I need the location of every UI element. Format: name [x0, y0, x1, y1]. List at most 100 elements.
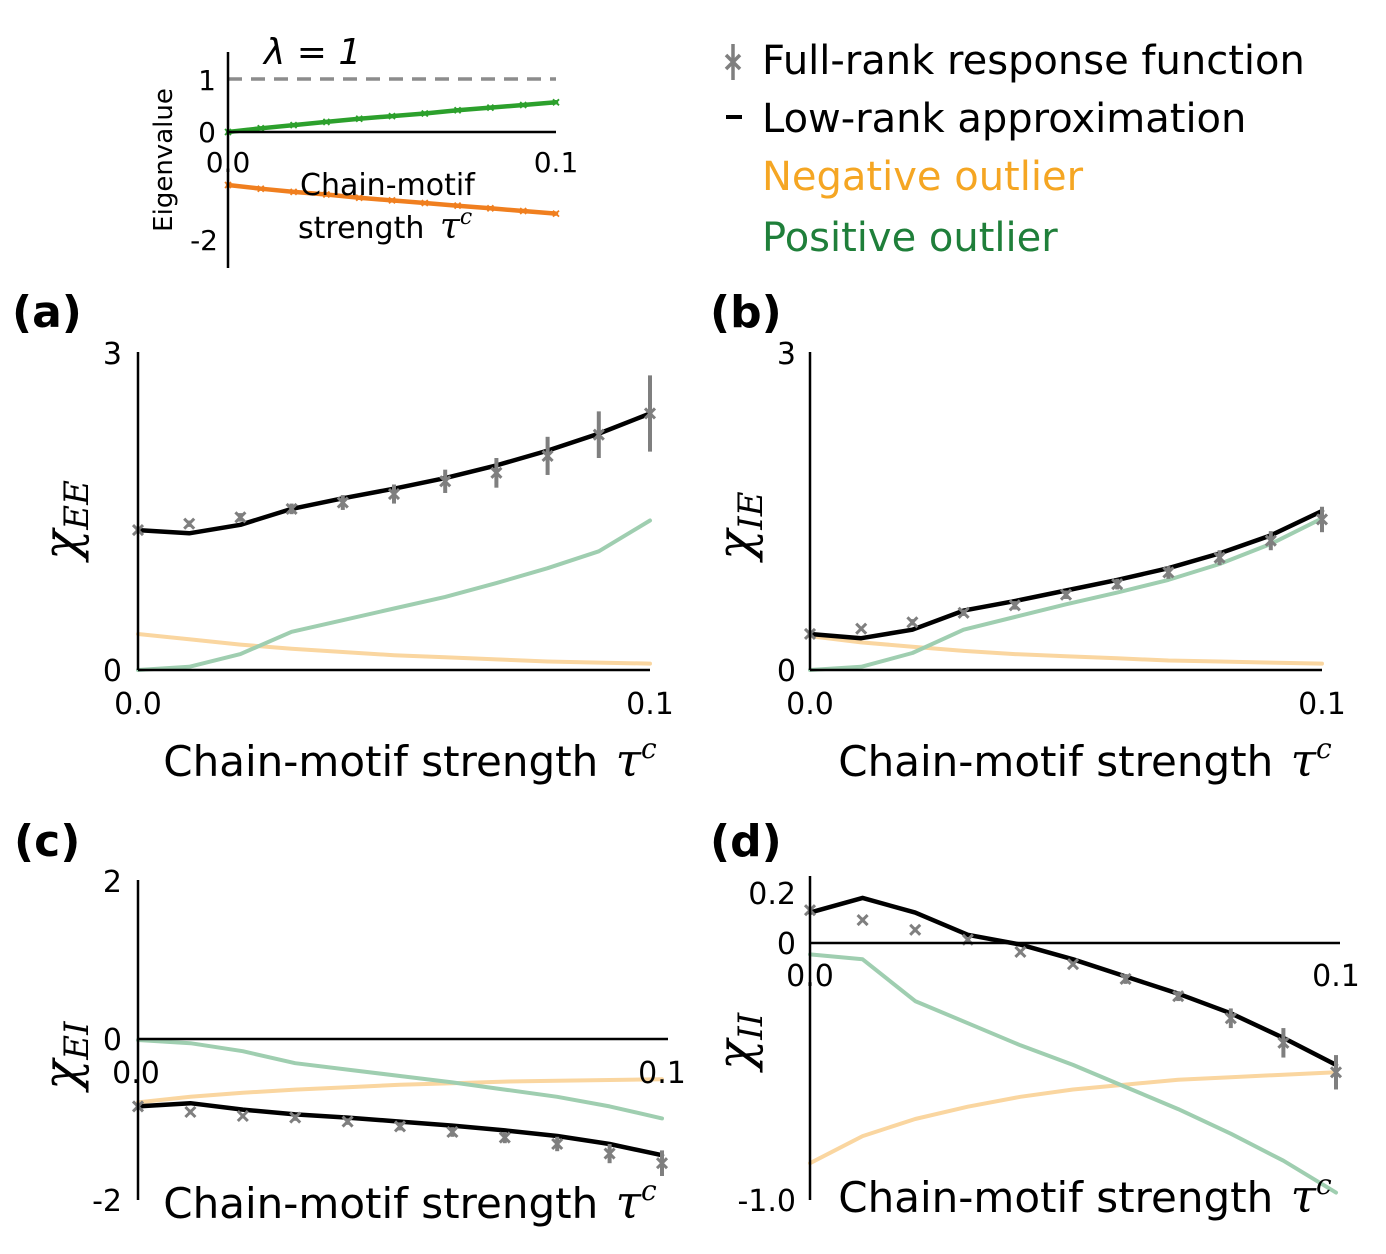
panel-a-ylabel: χEE [32, 480, 97, 563]
panel-a-label: (a) [12, 287, 82, 338]
panel-c-full-rank-point-1 [184, 1105, 197, 1119]
panel-c-xlabel: Chain-motif strength τc [163, 1174, 657, 1229]
inset-positive-outlier-point-9-stroke2 [519, 101, 527, 109]
panel-a-xlabel: Chain-motif strength τc [163, 732, 657, 787]
panel-a-full-rank-point-8 [541, 449, 554, 462]
panel-a-full-rank-point-1-stroke2 [183, 517, 196, 530]
inset-negative-outlier-point-3-stroke2 [322, 190, 331, 199]
inset-xlabel-tau-sup: c [460, 205, 472, 230]
panel-d-positive-outlier-line [808, 952, 1338, 1195]
panel-b-xlabel-tau: τ [1291, 733, 1318, 787]
panel-b-full-rank-point-9 [1264, 534, 1277, 547]
legend-full-rank-label: Full-rank response function [762, 38, 1305, 84]
panel-a-full-rank-point-7 [490, 466, 503, 479]
panel-b-full-rank-point-4 [1008, 599, 1021, 612]
panel-a-ytick-zero: 0 [103, 654, 122, 689]
legend: Full-rank response function Low-rank app… [724, 38, 1305, 261]
inset-ytick-1: 1 [198, 64, 216, 97]
panel-b-full-rank-point-8 [1213, 551, 1226, 564]
inset-xtick-0: 0.0 [206, 146, 251, 179]
legend-low-rank-label: Low-rank approximation [762, 96, 1246, 142]
inset-positive-outlier-point-10 [552, 98, 560, 106]
panel-d-full-rank-point-1 [856, 913, 869, 927]
panel-a-full-rank-point-8-stroke2 [541, 449, 554, 462]
inset-positive-outlier-point-9 [519, 101, 527, 109]
panel-c-full-rank-point-3 [289, 1111, 302, 1124]
panel-c-ylabel: χEI [32, 1021, 97, 1093]
panel-b-full-rank-point-3-stroke2 [957, 606, 970, 619]
panel-d-full-rank-point-8-stroke2 [1224, 1012, 1237, 1025]
panel-c-full-rank-point-9-stroke2 [603, 1147, 616, 1160]
panel-d-full-rank-point-2-stroke2 [909, 923, 922, 936]
panel-c-ylabel-chi: χ [32, 1057, 90, 1093]
panel-b-full-rank-point-7 [1162, 566, 1175, 579]
panel-c-full-rank-point-3-stroke2 [289, 1111, 302, 1124]
panel-a-full-rank-point-4-stroke2 [336, 496, 349, 509]
panel-c-ytick-zero: 0 [103, 1023, 122, 1058]
panel-d-full-rank-point-9-stroke2 [1277, 1036, 1290, 1049]
panel-c-full-rank-point-4 [341, 1115, 354, 1128]
panel-a-full-rank-point-9-stroke2 [592, 428, 605, 441]
panel-d-ytick-top: 0.2 [748, 877, 796, 912]
panel-d-xlabel-tau: τ [1291, 1169, 1318, 1223]
panel-d-full-rank-point-6 [1119, 972, 1132, 986]
panel-c-xlabel-tau-sup: c [641, 1174, 657, 1207]
panel-d-full-rank-point-4 [1014, 945, 1027, 959]
panel-a-full-rank-point-10 [643, 407, 657, 420]
panel-a-xtick-01: 0.1 [626, 687, 674, 722]
panel-d-ytick-zero: 0 [777, 927, 796, 962]
inset-positive-outlier-point-5-stroke2 [388, 112, 396, 120]
inset-negative-outlier-point-9-stroke2 [519, 207, 527, 215]
panel-a-xlabel-tau-sup: c [641, 732, 657, 765]
panel-d-full-rank-point-4-stroke2 [1014, 945, 1027, 959]
panel-b-positive-outlier-line [808, 516, 1324, 672]
panel-d-low-rank-line [807, 895, 1339, 1068]
panel-d-full-rank-point-9 [1277, 1036, 1290, 1049]
panel-b-ylabel-sub: IE [731, 491, 771, 530]
inset-positive-outlier-point-8 [486, 103, 495, 112]
panel-b-full-rank-point-10-stroke2 [1315, 513, 1329, 526]
panel-d-full-rank-point-7 [1172, 990, 1185, 1003]
panel-b-low-rank-line [807, 508, 1325, 641]
panel-d-ytick-bottom: -1.0 [737, 1184, 796, 1219]
panel-a-ylabel-sub: EE [57, 480, 97, 531]
panel-c-full-rank-point-4-stroke2 [341, 1115, 354, 1128]
panel-b-ylabel-chi: χ [706, 527, 764, 563]
inset-negative-outlier-point-10-stroke2 [552, 209, 560, 218]
inset-positive-outlier-point-3 [322, 118, 331, 126]
panel-b-full-rank-point-2-stroke2 [906, 616, 919, 629]
panel-d: (d) 0.2 0 -1.0 0.0 0.1 χII Chain-motif s… [706, 816, 1360, 1223]
inset-negative-outlier-point-6-stroke2 [421, 199, 429, 207]
inset-lambda-label: λ = 1 [262, 32, 361, 73]
inset-negative-outlier-point-8-stroke2 [486, 204, 495, 212]
panel-c-low-rank-line [135, 1100, 665, 1158]
inset-negative-outlier-point-5-stroke2 [388, 196, 396, 205]
panel-a-xlabel-text: Chain-motif strength [163, 737, 598, 786]
inset-negative-outlier-point-10 [552, 209, 560, 218]
inset-xlabel-strength: strength [298, 211, 424, 246]
inset-negative-outlier-point-7-stroke2 [453, 202, 462, 210]
panel-b-xtick-0: 0.0 [786, 687, 834, 722]
panel-b-full-rank-point-1-stroke2 [855, 622, 868, 635]
panel-a-full-rank-point-2 [234, 511, 247, 524]
panel-c-negative-outlier-line [136, 1077, 664, 1105]
panel-d-ylabel-chi: χ [706, 1037, 764, 1073]
panel-a-xtick-0: 0.0 [114, 687, 162, 722]
panel-c-full-rank-point-5-stroke2 [393, 1120, 407, 1133]
inset-xtick-01: 0.1 [534, 146, 579, 179]
panel-d-ylabel: χII [706, 1012, 771, 1073]
panel-b-xlabel-text: Chain-motif strength [838, 737, 1273, 786]
inset-positive-outlier-point-2 [289, 121, 298, 129]
panel-d-xlabel-text: Chain-motif strength [838, 1173, 1273, 1222]
inset-negative-outlier-point-9 [519, 207, 527, 215]
inset-negative-outlier-point-7 [453, 202, 462, 210]
panel-a-full-rank-point-2-stroke2 [234, 511, 247, 524]
legend-positive-label: Positive outlier [762, 215, 1058, 261]
panel-c-full-rank-point-7 [498, 1131, 511, 1144]
inset-negative-outlier-point-2-stroke2 [289, 188, 298, 196]
panel-a-full-rank-point-9 [592, 428, 605, 441]
inset-ytick-neg2: -2 [190, 224, 218, 257]
panel-d-xlabel: Chain-motif strength τc [838, 1168, 1332, 1223]
inset-chart: 1 0 -2 0.0 0.1 Eigenvalue λ = 1 Chain-mo… [149, 32, 578, 268]
